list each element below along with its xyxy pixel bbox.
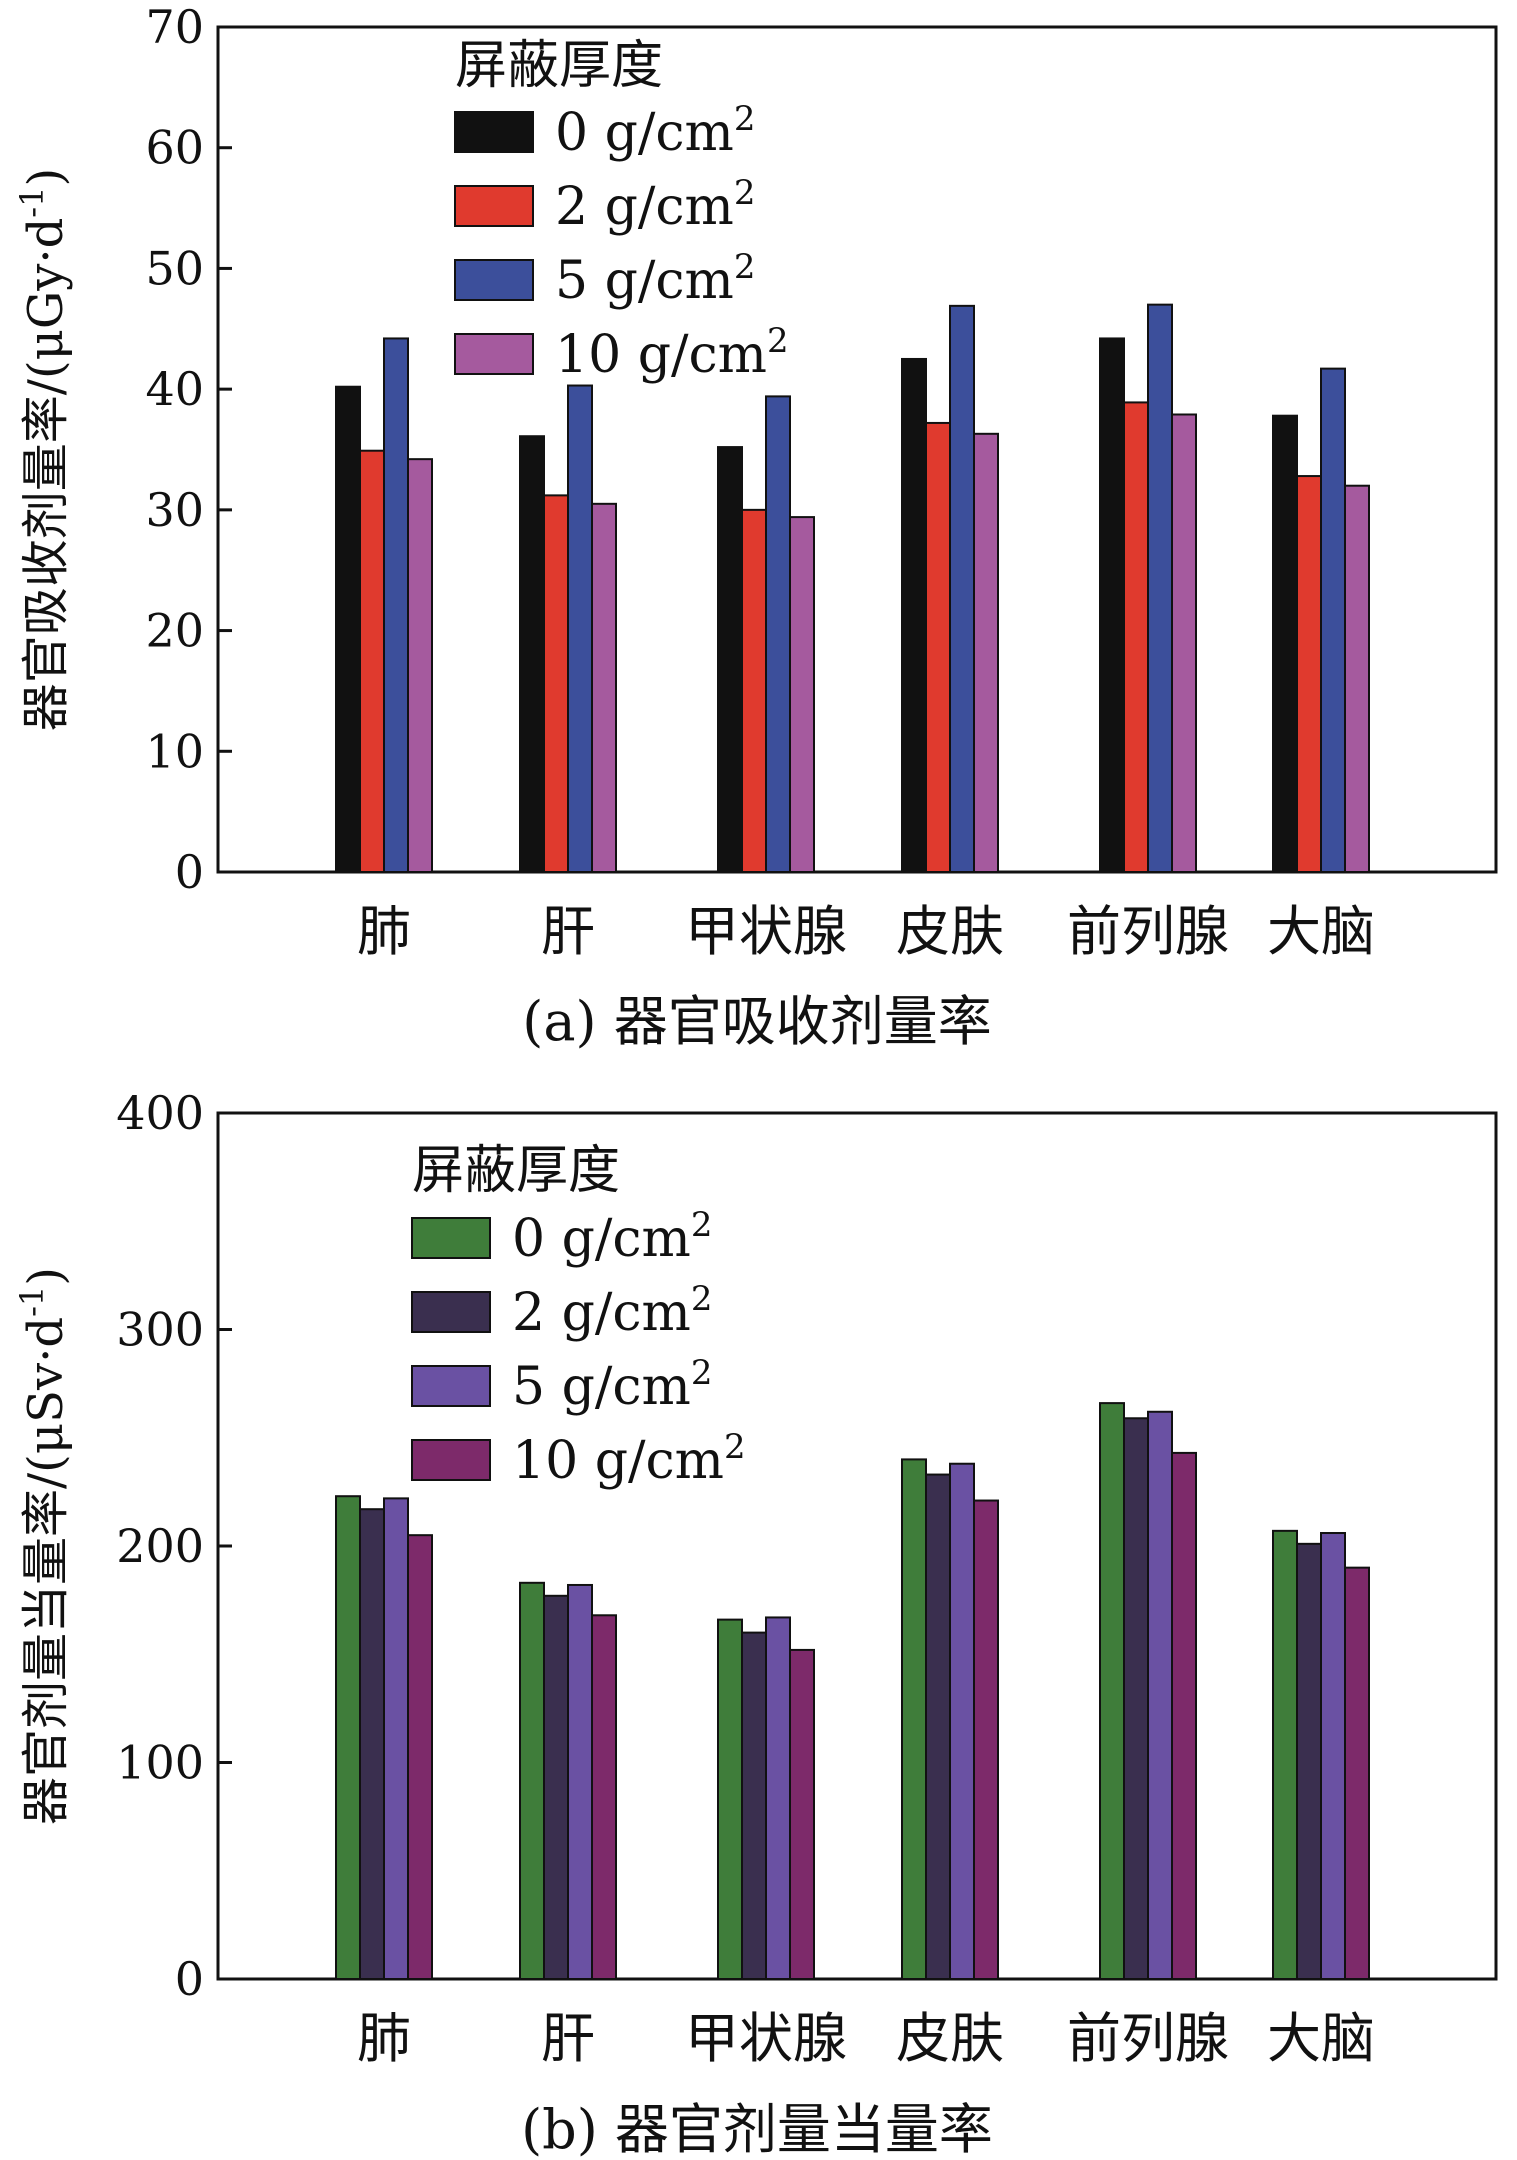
bar bbox=[1099, 337, 1125, 873]
y-tick-label: 400 bbox=[116, 1086, 204, 1140]
legend-label: 0 g/cm2 bbox=[512, 1205, 713, 1269]
legend-swatch bbox=[411, 1365, 491, 1407]
legend-label: 5 g/cm2 bbox=[555, 247, 756, 311]
bar bbox=[1272, 1529, 1298, 1980]
bar bbox=[543, 1594, 569, 1981]
legend-swatch bbox=[454, 185, 534, 227]
y-tick-label: 70 bbox=[145, 0, 204, 54]
category-label: 肺 bbox=[357, 900, 411, 963]
category-label: 肝 bbox=[541, 900, 595, 963]
bar bbox=[949, 1462, 975, 1980]
legend-label: 10 g/cm2 bbox=[512, 1427, 746, 1491]
bar bbox=[1171, 413, 1197, 873]
caption: (b) 器官剂量当量率 bbox=[521, 2098, 993, 2160]
bar bbox=[1320, 367, 1346, 873]
y-tick-label: 300 bbox=[116, 1303, 204, 1357]
legend-swatch bbox=[454, 333, 534, 375]
bar bbox=[1099, 1402, 1125, 1980]
bar bbox=[789, 516, 815, 873]
bar bbox=[789, 1648, 815, 1981]
y-tick-label: 10 bbox=[145, 724, 204, 778]
bar bbox=[567, 384, 593, 873]
category-label: 甲状腺 bbox=[685, 900, 847, 963]
bar bbox=[973, 432, 999, 873]
legend-title: 屏蔽厚度 bbox=[412, 1141, 620, 1201]
bar bbox=[1344, 484, 1370, 873]
legend-swatch bbox=[411, 1217, 491, 1259]
legend-swatch bbox=[411, 1439, 491, 1481]
bar bbox=[1296, 475, 1322, 873]
legend-label: 0 g/cm2 bbox=[555, 99, 756, 163]
caption: (a) 器官吸收剂量率 bbox=[522, 990, 992, 1053]
bar bbox=[765, 1616, 791, 1980]
category-label: 前列腺 bbox=[1067, 2007, 1229, 2070]
bar bbox=[591, 502, 617, 873]
chart-panel-a: 0 10 20 30 40 50 60 70 器官吸收剂量率/(μGy·d-1) 肺 肝 甲状腺 皮肤前… bbox=[13, 0, 1498, 1053]
bar bbox=[383, 1497, 409, 1980]
category-label: 皮肤 bbox=[896, 900, 1004, 963]
y-tick-label: 50 bbox=[145, 241, 204, 295]
legend-swatch bbox=[454, 111, 534, 153]
bar bbox=[741, 508, 767, 873]
chart-panel-b: 0 100 200 300 400 器官剂量当量率/(μSv·d-1) 肺 肝 甲状腺 皮肤 前列腺… bbox=[13, 1086, 1498, 2160]
bar bbox=[407, 458, 433, 873]
legend-label: 5 g/cm2 bbox=[512, 1353, 713, 1417]
bar bbox=[335, 1495, 361, 1980]
plot-frame bbox=[216, 25, 1498, 874]
bar bbox=[765, 395, 791, 873]
bar bbox=[1123, 1417, 1149, 1980]
bar bbox=[925, 1473, 951, 1981]
bar bbox=[1344, 1566, 1370, 1981]
legend-label: 2 g/cm2 bbox=[555, 173, 756, 237]
category-label: 前列腺 bbox=[1067, 900, 1229, 963]
category-label: 肝 bbox=[541, 2007, 595, 2070]
bar bbox=[1272, 414, 1298, 873]
bar bbox=[973, 1499, 999, 1981]
y-axis-title: 器官吸收剂量率/(μGy·d-1) bbox=[13, 168, 74, 731]
category-label: 肺 bbox=[357, 2007, 411, 2070]
legend-swatch bbox=[411, 1291, 491, 1333]
legend-title: 屏蔽厚度 bbox=[455, 36, 663, 96]
category-label: 大脑 bbox=[1267, 900, 1375, 963]
bar bbox=[925, 421, 951, 873]
bar bbox=[1296, 1542, 1322, 1980]
y-tick-label: 100 bbox=[116, 1736, 204, 1790]
legend-label: 10 g/cm2 bbox=[555, 321, 789, 385]
y-tick-label: 30 bbox=[145, 483, 204, 537]
category-label: 甲状腺 bbox=[685, 2007, 847, 2070]
category-label: 大脑 bbox=[1267, 2007, 1375, 2070]
bar bbox=[1147, 303, 1173, 873]
bar bbox=[1171, 1451, 1197, 1980]
bar bbox=[567, 1583, 593, 1980]
bar bbox=[717, 1618, 743, 1980]
category-label: 皮肤 bbox=[896, 2007, 1004, 2070]
bar bbox=[1320, 1532, 1346, 1980]
y-tick-label: 200 bbox=[116, 1519, 204, 1573]
y-tick-label: 0 bbox=[175, 1952, 204, 2006]
legend-label: 2 g/cm2 bbox=[512, 1279, 713, 1343]
bar bbox=[359, 449, 385, 873]
y-tick-label: 40 bbox=[145, 362, 204, 416]
bar bbox=[901, 357, 927, 873]
bar bbox=[1147, 1410, 1173, 1980]
y-tick-label: 20 bbox=[145, 604, 204, 658]
y-axis-title: 器官剂量当量率/(μSv·d-1) bbox=[13, 1267, 74, 1825]
bar bbox=[335, 385, 361, 873]
bar bbox=[901, 1458, 927, 1980]
y-tick-label: 60 bbox=[145, 121, 204, 175]
bar bbox=[543, 494, 569, 873]
bar bbox=[519, 1581, 545, 1981]
y-tick-label: 0 bbox=[175, 845, 204, 899]
bar bbox=[383, 337, 409, 873]
legend-swatch bbox=[454, 259, 534, 301]
bar bbox=[359, 1508, 385, 1980]
bar bbox=[741, 1631, 767, 1980]
bar bbox=[949, 304, 975, 874]
bar bbox=[717, 446, 743, 873]
bar bbox=[591, 1614, 617, 1981]
bar bbox=[1123, 401, 1149, 873]
bar bbox=[519, 435, 545, 873]
bar bbox=[407, 1534, 433, 1981]
